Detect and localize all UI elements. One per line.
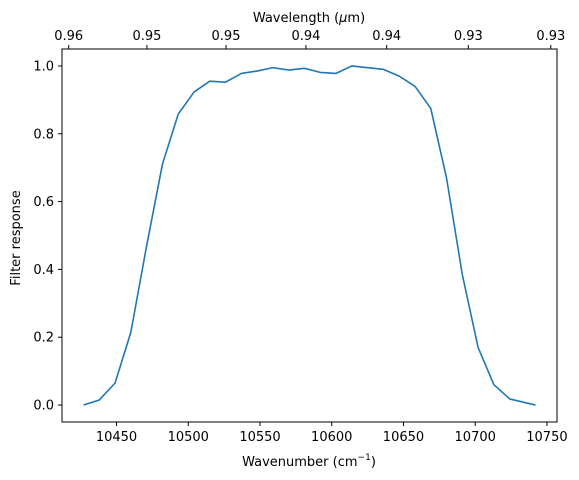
- x-tick-label: 10550: [239, 430, 280, 445]
- y-tick-label: 0.2: [33, 331, 54, 346]
- axes-frame: [61, 48, 558, 423]
- x-tick-label: 10650: [383, 430, 424, 445]
- top-x-tick-label: 0.93: [454, 29, 483, 44]
- x-tick-label: 10450: [96, 430, 137, 445]
- y-axis-label: Filter response: [9, 190, 24, 285]
- plot-area: [83, 65, 536, 406]
- x-tick-label: 10750: [526, 430, 567, 445]
- series-line-0: [83, 65, 536, 406]
- y-tick-label: 0.0: [33, 399, 54, 414]
- top-x-tick-label: 0.94: [291, 29, 320, 44]
- axes: 10450 10500 10550 10600 10650 10700 10750 0.0 0.…: [33, 29, 567, 445]
- x-tick-label: 10700: [455, 430, 496, 445]
- top-x-tick-label: 0.96: [54, 29, 83, 44]
- y-tick-label: 0.8: [33, 127, 54, 142]
- x-tick-label: 10600: [311, 430, 352, 445]
- y-tick-label: 1.0: [33, 59, 54, 74]
- x-tick-label: 10500: [168, 430, 209, 445]
- x-axis-label: Wavenumber (cm−1): [242, 453, 376, 470]
- y-tick-label: 0.4: [33, 263, 54, 278]
- top-x-tick-label: 0.95: [132, 29, 161, 44]
- top-x-tick-label: 0.95: [212, 29, 241, 44]
- top-x-tick-label: 0.93: [536, 29, 565, 44]
- top-x-axis-label: Wavelength (μm): [253, 11, 365, 26]
- y-tick-label: 0.6: [33, 195, 54, 210]
- top-x-tick-label: 0.94: [372, 29, 401, 44]
